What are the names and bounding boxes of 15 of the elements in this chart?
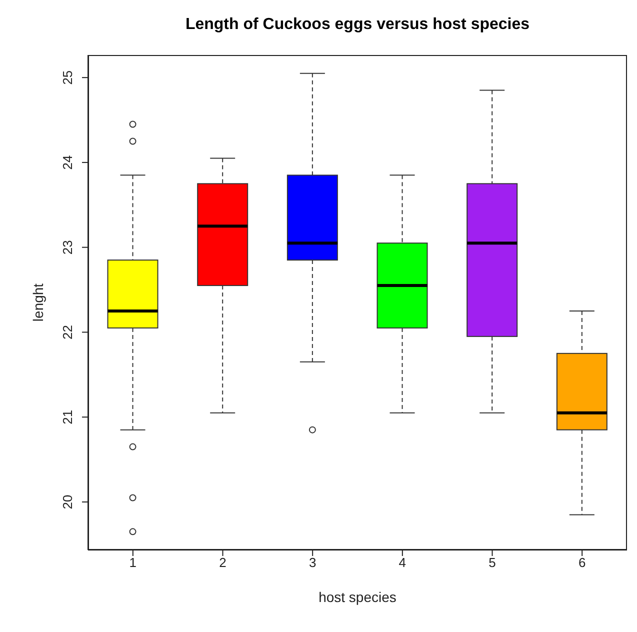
x-tick-label: 3 [308,555,316,570]
x-tick-label: 5 [488,555,496,570]
y-axis-title: lenght [30,283,46,322]
y-tick-label: 22 [60,324,75,340]
chart-title: Length of Cuckoos eggs versus host species [184,16,531,34]
x-tick-label: 1 [129,555,137,570]
x-tick-label: 4 [398,555,406,570]
x-axis-title: host species [318,589,396,605]
y-tick-label: 25 [60,70,75,85]
y-tick-label: 21 [60,410,75,424]
y-tick-label: 23 [60,240,75,255]
y-tick-label: 24 [60,155,75,170]
x-tick-label: 6 [578,555,586,570]
y-tick-label: 20 [60,494,75,510]
x-tick-label: 2 [219,555,226,570]
